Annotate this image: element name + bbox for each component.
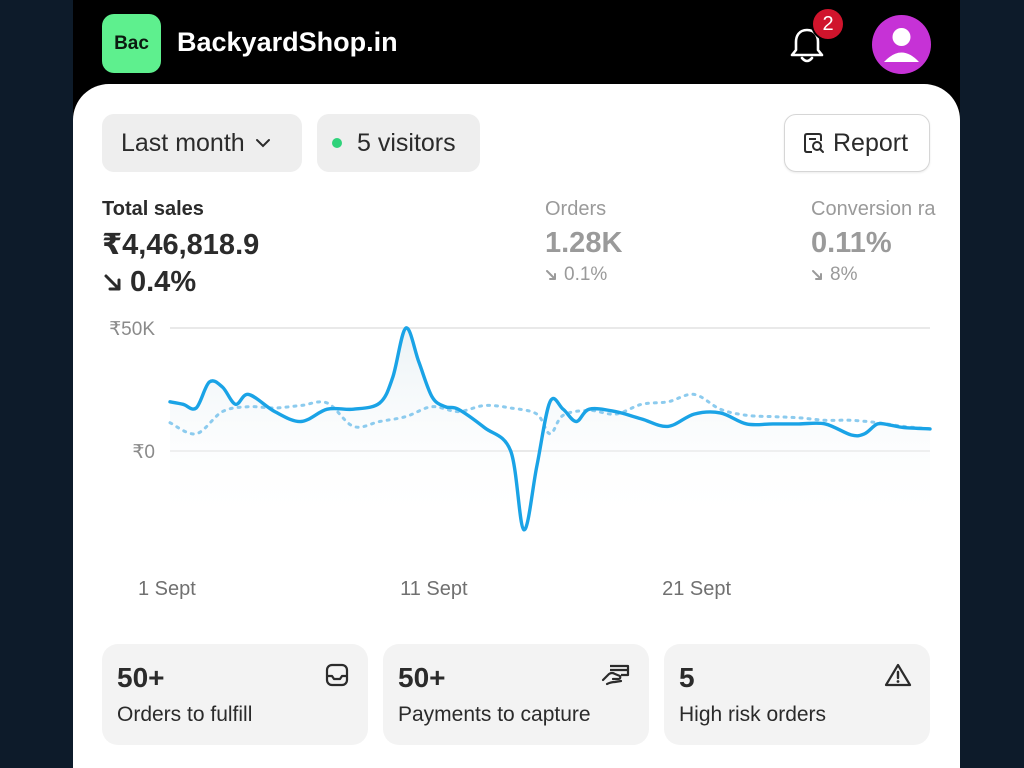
store-logo[interactable]: Bac: [102, 14, 161, 73]
notification-badge: 2: [811, 7, 845, 41]
period-label: Last month: [121, 128, 245, 157]
series-area-fill: [170, 327, 930, 530]
report-search-icon: [804, 133, 824, 153]
metric-conversion-rate[interactable]: Conversion ra 0.11% 8%: [811, 198, 936, 286]
metric-total-sales[interactable]: Total sales ₹4,46,818.9 0.4%: [102, 198, 259, 299]
metric-value: ₹4,46,818.9: [102, 229, 260, 261]
dashboard-card: Last month 5 visitors Report Total sales…: [73, 84, 960, 768]
metric-label: Orders: [545, 198, 607, 220]
x-tick-label: 21 Sept: [662, 578, 731, 599]
metric-value: 1.28K: [545, 227, 623, 259]
sales-chart[interactable]: ₹50K ₹0 1 Sept 11 Sept 21 Sept: [73, 299, 960, 599]
tile-label: Orders to fulfill: [117, 703, 253, 726]
metric-change-value: 0.1%: [564, 264, 608, 285]
series-previous-period-line: [168, 392, 932, 436]
metric-change-value: 8%: [830, 264, 858, 285]
tile-high-risk-orders[interactable]: 5 High risk orders: [664, 644, 930, 745]
series-current-period-line: [168, 326, 932, 532]
app-screen: Bac BackyardShop.in 2 Last month 5 visit…: [73, 0, 960, 768]
hand-card-icon: [601, 664, 630, 686]
x-tick-label: 1 Sept: [138, 578, 196, 599]
chevron-down-icon: [255, 139, 270, 148]
metric-change: 0.4%: [102, 266, 259, 299]
shop-name: BackyardShop.in: [177, 27, 398, 57]
tile-count: 50+: [117, 662, 165, 693]
y-tick-label: ₹0: [132, 442, 155, 463]
tile-count: 5: [679, 662, 695, 693]
inbox-icon: [325, 663, 349, 687]
warning-icon: [884, 663, 912, 687]
metric-change-value: 0.4%: [130, 266, 197, 298]
tile-orders-to-fulfill[interactable]: 50+ Orders to fulfill: [102, 644, 368, 745]
arrow-down-right-icon: [812, 269, 822, 280]
user-avatar-icon[interactable]: [872, 15, 931, 74]
metric-value: 0.11%: [811, 227, 892, 259]
arrow-down-right-icon: [546, 269, 556, 280]
report-button[interactable]: Report: [784, 114, 930, 172]
top-bar: Bac BackyardShop.in 2: [73, 0, 960, 90]
metric-change: 8%: [811, 264, 936, 286]
period-dropdown[interactable]: Last month: [102, 114, 302, 172]
tile-count: 50+: [398, 662, 446, 693]
metric-change: 0.1%: [545, 264, 622, 286]
metric-label: Total sales: [102, 198, 204, 220]
live-visitors-button[interactable]: 5 visitors: [317, 114, 480, 172]
tile-payments-to-capture[interactable]: 50+ Payments to capture: [383, 644, 649, 745]
tile-label: Payments to capture: [398, 703, 591, 726]
arrow-down-right-icon: [104, 274, 121, 290]
metric-orders[interactable]: Orders 1.28K 0.1%: [545, 198, 622, 286]
visitors-label: 5 visitors: [357, 128, 456, 157]
tile-label: High risk orders: [679, 703, 827, 726]
metric-label: Conversion ra: [811, 198, 936, 220]
x-tick-label: 11 Sept: [400, 578, 468, 599]
live-dot-icon: [332, 138, 342, 148]
y-tick-label: ₹50K: [109, 319, 155, 340]
report-label: Report: [833, 128, 909, 157]
